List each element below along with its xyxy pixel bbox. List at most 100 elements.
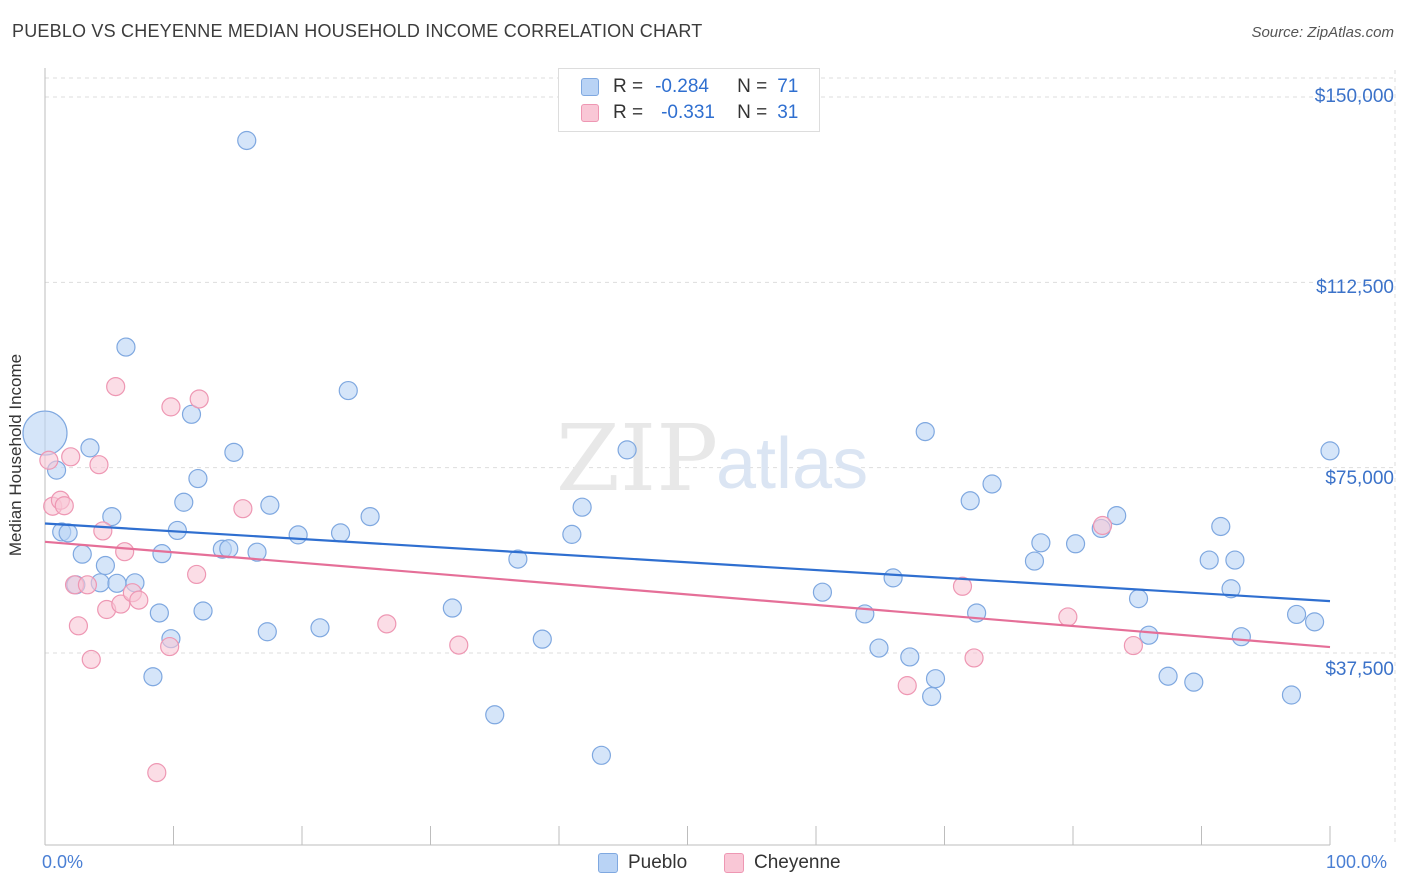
pueblo-point	[247, 542, 267, 562]
pueblo-point	[562, 524, 582, 544]
pueblo-point	[219, 539, 239, 559]
cheyenne-point	[106, 377, 126, 397]
pueblo-point	[330, 523, 351, 543]
legend-row-cheyenne: R = -0.331 N = 31	[559, 100, 798, 126]
cheyenne-point	[115, 542, 135, 562]
pueblo-point	[22, 410, 68, 456]
pueblo-point	[188, 468, 208, 489]
pueblo-point	[508, 549, 528, 569]
pueblo-point	[1031, 533, 1051, 553]
watermark-zip: ZIP	[556, 405, 718, 512]
trend-lines	[44, 522, 1331, 649]
pueblo-point	[1139, 625, 1159, 645]
cheyenne-swatch	[724, 853, 744, 873]
pueblo-point	[149, 603, 169, 623]
pueblo-point	[1158, 666, 1178, 686]
pueblo-point	[812, 582, 833, 602]
x-tick-max: 100.0%	[1326, 852, 1388, 872]
pueblo-point	[152, 544, 172, 564]
pueblo-point	[485, 705, 505, 725]
pueblo-point	[102, 506, 122, 527]
pueblo-point	[532, 629, 552, 649]
cheyenne-point	[61, 447, 81, 467]
series-legend: Pueblo Cheyenne	[0, 852, 1406, 876]
cheyenne-point	[54, 496, 74, 516]
cheyenne-point	[89, 455, 109, 475]
cheyenne-point	[964, 648, 984, 668]
watermark-atlas: atlas	[716, 424, 868, 504]
pueblo-point	[224, 442, 244, 462]
pueblo-point	[883, 568, 903, 588]
pueblo-swatch	[581, 78, 599, 96]
source-label: Source: ZipAtlas.com	[1251, 24, 1394, 41]
legend-r-key: R =	[613, 102, 644, 123]
cheyenne-trend-line	[44, 540, 1331, 649]
cheyenne-point	[1058, 607, 1078, 627]
pueblo-point	[1286, 604, 1307, 625]
cheyenne-point	[93, 521, 113, 541]
cheyenne-point	[77, 575, 98, 595]
pueblo-point	[960, 491, 980, 511]
cheyenne-point	[1092, 515, 1113, 536]
pueblo-point	[1128, 589, 1149, 609]
y-tick-150000: $150,000	[1314, 86, 1394, 107]
pueblo-point	[1281, 685, 1302, 705]
pueblo-point	[572, 497, 592, 517]
legend-r-value: -0.331	[661, 102, 715, 123]
y-tick-75000: $75,000	[1325, 468, 1394, 489]
pueblo-point	[260, 495, 280, 515]
pueblo-point	[1231, 627, 1251, 647]
chart-title: PUEBLO VS CHEYENNE MEDIAN HOUSEHOLD INCO…	[12, 21, 703, 41]
legend-r-key: R =	[613, 76, 644, 97]
pueblo-point	[174, 492, 194, 512]
pueblo-point	[1199, 550, 1219, 570]
legend-n-key: N =	[737, 76, 768, 97]
legend-n-value: 31	[777, 102, 799, 123]
cheyenne-point	[233, 499, 253, 519]
pueblo-point	[1225, 550, 1245, 570]
pueblo-point	[288, 525, 308, 545]
pueblo-point	[143, 667, 163, 687]
cheyenne-point	[189, 389, 209, 409]
pueblo-point	[360, 506, 380, 527]
cheyenne-point	[187, 564, 207, 585]
pueblo-point	[1304, 612, 1325, 632]
cheyenne-point	[147, 763, 167, 783]
watermark: ZIP atlas	[556, 405, 868, 512]
legend-item-pueblo[interactable]: Pueblo	[598, 852, 687, 874]
pueblo-point	[1024, 551, 1045, 571]
cheyenne-point	[897, 676, 917, 696]
legend-item-cheyenne[interactable]: Cheyenne	[724, 852, 841, 874]
cheyenne-point	[39, 450, 59, 470]
pueblo-swatch	[598, 853, 618, 873]
cheyenne-point	[161, 397, 181, 417]
legend-n-value: 71	[777, 76, 799, 97]
pueblo-point	[1065, 534, 1086, 554]
pueblo-trend-line	[44, 522, 1331, 603]
pueblo-point	[900, 647, 920, 667]
pueblo-point	[1211, 516, 1231, 537]
pueblo-point	[925, 669, 946, 689]
pueblo-point	[181, 404, 202, 424]
pueblo-point	[982, 474, 1002, 494]
cheyenne-point	[160, 636, 180, 657]
pueblo-point	[237, 130, 257, 151]
pueblo-point	[1320, 441, 1340, 461]
pueblo-point	[80, 438, 100, 458]
pueblo-point	[338, 380, 358, 401]
legend-label-cheyenne: Cheyenne	[754, 852, 841, 873]
pueblo-point	[107, 573, 127, 593]
cheyenne-point	[377, 614, 397, 634]
pueblo-point	[72, 544, 92, 564]
pueblo-point	[257, 622, 277, 642]
y-tick-112500: $112,500	[1316, 277, 1394, 298]
x-tick-min: 0.0%	[42, 852, 84, 872]
cheyenne-point	[68, 616, 89, 636]
pueblo-point	[869, 638, 889, 658]
cheyenne-point	[1123, 635, 1143, 656]
pueblo-point	[58, 523, 78, 543]
pueblo-point	[193, 601, 213, 621]
pueblo-point	[922, 686, 942, 707]
pueblo-point	[617, 440, 637, 460]
